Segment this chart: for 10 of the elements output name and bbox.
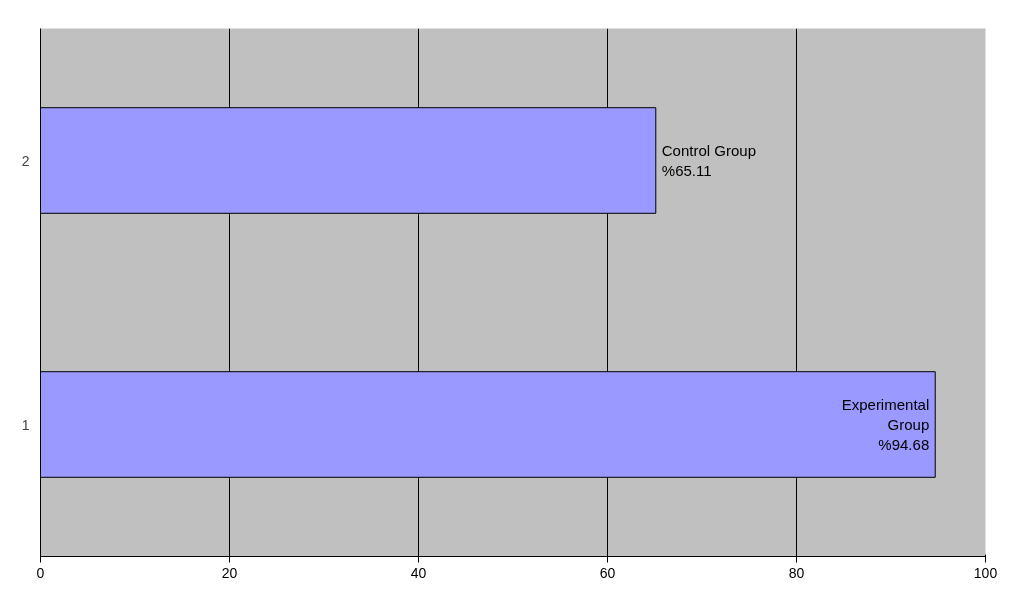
- data-label: Control Group %65.11: [661, 142, 757, 179]
- y-tick-label: 1: [21, 416, 30, 433]
- x-tick-label: 20: [221, 564, 238, 581]
- x-tick-label: 80: [788, 564, 805, 581]
- x-tick-label: 40: [410, 564, 427, 581]
- x-tick-label: 0: [36, 564, 45, 581]
- x-tick-label: 100: [973, 564, 998, 581]
- data-label: Experimental Group %94.68: [841, 396, 930, 453]
- x-tick-label: 60: [599, 564, 616, 581]
- y-tick-label: 2: [21, 152, 30, 169]
